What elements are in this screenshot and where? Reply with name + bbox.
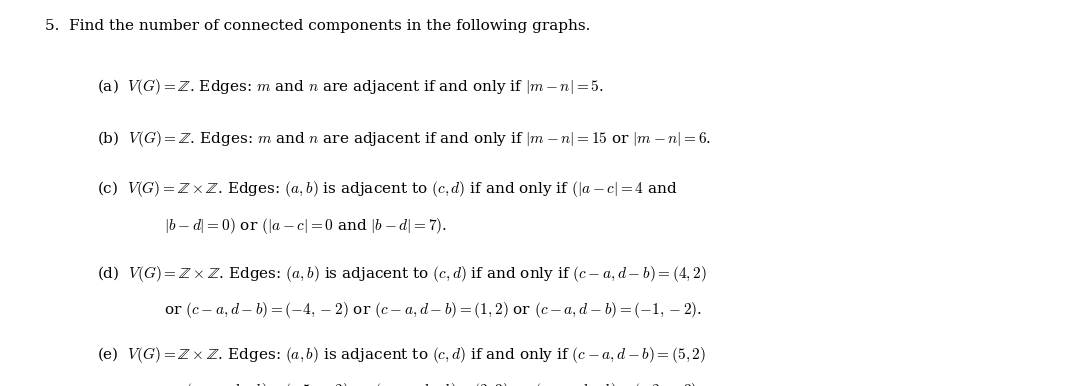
Text: (b)  $V(G) = \mathbb{Z}$. Edges: $m$ and $n$ are adjacent if and only if $|m-n| : (b) $V(G) = \mathbb{Z}$. Edges: $m$ and … — [97, 129, 712, 149]
Text: (c)  $V(G) = \mathbb{Z} \times \mathbb{Z}$. Edges: $(a, b)$ is adjacent to $(c, : (c) $V(G) = \mathbb{Z} \times \mathbb{Z}… — [97, 179, 678, 200]
Text: or $(c - a, d - b) = (-4, -2)$ or $(c - a, d - b) = (1, 2)$ or $(c - a, d - b) =: or $(c - a, d - b) = (-4, -2)$ or $(c - … — [164, 300, 702, 320]
Text: 5.  Find the number of connected components in the following graphs.: 5. Find the number of connected componen… — [45, 19, 591, 32]
Text: (e)  $V(G) = \mathbb{Z} \times \mathbb{Z}$. Edges: $(a, b)$ is adjacent to $(c, : (e) $V(G) = \mathbb{Z} \times \mathbb{Z}… — [97, 345, 706, 366]
Text: $|b - d| = 0)$ or $(|a - c| = 0$ and $|b - d| = 7)$.: $|b - d| = 0)$ or $(|a - c| = 0$ and $|b… — [164, 216, 447, 236]
Text: (d)  $V(G) = \mathbb{Z} \times \mathbb{Z}$. Edges: $(a, b)$ is adjacent to $(c, : (d) $V(G) = \mathbb{Z} \times \mathbb{Z}… — [97, 264, 707, 284]
Text: (a)  $V(G) = \mathbb{Z}$. Edges: $m$ and $n$ are adjacent if and only if $|m - n: (a) $V(G) = \mathbb{Z}$. Edges: $m$ and … — [97, 77, 604, 97]
Text: or $(c - a, d - b) = (-5, -2)$ or $(c - a, d - b) = (2, 3)$ or $(c - a, d - b) =: or $(c - a, d - b) = (-5, -2)$ or $(c - … — [164, 381, 702, 386]
